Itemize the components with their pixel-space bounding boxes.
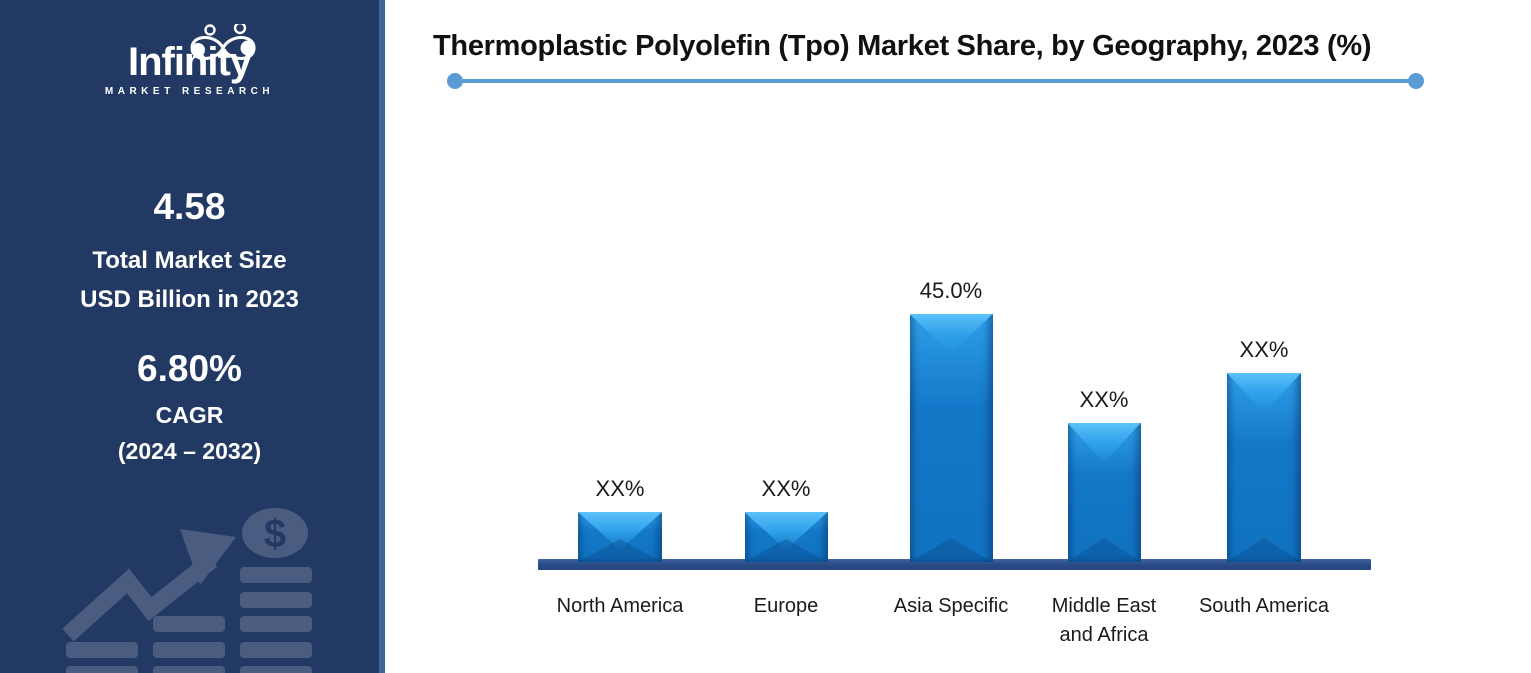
- bar-north-america: [578, 512, 662, 562]
- chart-title: Thermoplastic Polyolefin (Tpo) Market Sh…: [433, 30, 1372, 62]
- bar-middle-east-and-africa: [1067, 423, 1141, 562]
- brand-logo: Infinity MARKET RESEARCH: [0, 20, 379, 110]
- bar-europe: [744, 512, 828, 562]
- bar-value-label-europe: XX%: [761, 476, 811, 501]
- category-label-south-america: South America: [1198, 595, 1330, 617]
- category-label-europe: Europe: [753, 595, 819, 617]
- category-label-north-america: North America: [556, 595, 684, 617]
- bar-bevel-shadow: [1067, 538, 1141, 562]
- title-underline: [455, 79, 1416, 83]
- cagr-caption-line1: CAGR: [155, 402, 224, 428]
- market-size-caption-line1: Total Market Size: [92, 247, 287, 274]
- cagr-caption-line2: (2024 – 2032): [117, 438, 262, 464]
- category-label-middle-east-and-africa: Middle East and Africa: [1051, 595, 1157, 646]
- underline-right-dot-icon: [1408, 73, 1424, 89]
- bar-bevel-shadow: [909, 538, 993, 562]
- bar-bevel-shadow: [744, 539, 828, 562]
- x-axis-line: [538, 559, 1371, 570]
- bar-bevel-highlight: [1067, 423, 1141, 463]
- bar-south-america: [1227, 373, 1301, 562]
- underline-left-dot-icon: [447, 73, 463, 89]
- bar-value-label-middle-east-and-africa: XX%: [1079, 387, 1129, 412]
- bar-bevel-shadow: [578, 539, 662, 562]
- brand-name: Infinity: [127, 24, 256, 84]
- bar-asia-specific: [909, 314, 993, 562]
- bar-value-label-south-america: XX%: [1239, 337, 1289, 362]
- market-size-value: 4.58: [153, 186, 226, 227]
- bar-value-label-north-america: XX%: [595, 476, 645, 501]
- market-size-caption-line2: USD Billion in 2023: [80, 286, 299, 313]
- bar-bevel-highlight: [1227, 373, 1301, 413]
- brand-tagline: MARKET RESEARCH: [104, 86, 275, 97]
- brand-name-text: Infinity: [127, 40, 252, 84]
- bar-value-label-asia-specific: 45.0%: [919, 278, 983, 303]
- category-label-asia-specific: Asia Specific: [893, 595, 1009, 617]
- cagr-value: 6.80%: [137, 348, 242, 389]
- svg-text:$: $: [264, 512, 286, 556]
- growth-arrow-dollar-chart-icon: $: [62, 508, 312, 673]
- bar-bevel-highlight: [909, 314, 993, 354]
- sidebar: Infinity MARKET RESEARCH 4.58 Total Mark…: [0, 0, 385, 673]
- bar-bevel-shadow: [1227, 538, 1301, 562]
